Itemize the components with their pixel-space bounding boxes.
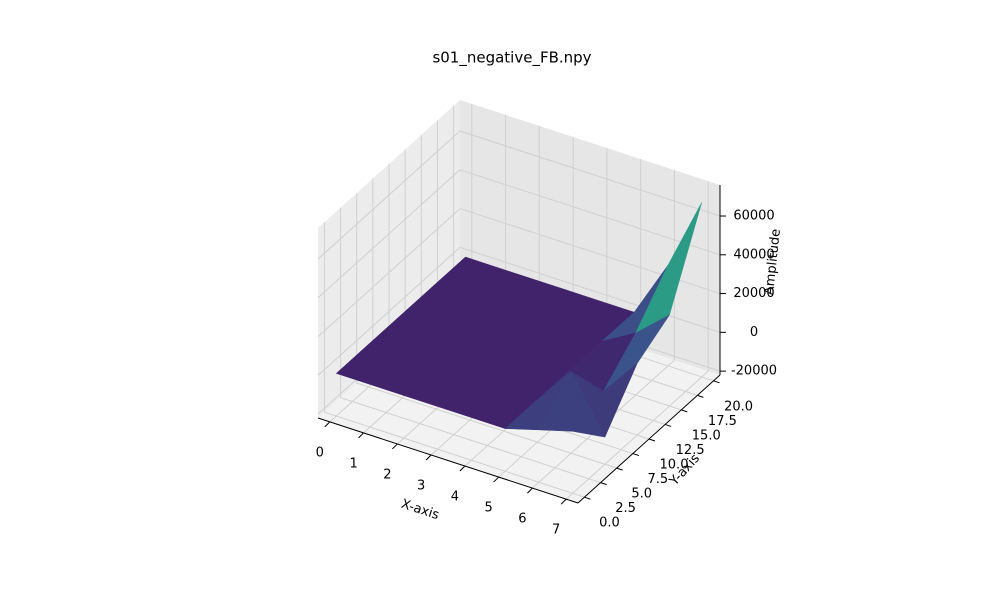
z-tick-label: 0 <box>750 325 758 340</box>
tick-mark <box>697 394 704 398</box>
x-tick-label: 7 <box>552 523 560 538</box>
tick-mark <box>664 423 672 427</box>
grid-line <box>340 397 601 484</box>
y-tick-label: 2.5 <box>615 501 636 516</box>
tick-mark <box>425 454 432 461</box>
x-axis-line <box>317 417 579 504</box>
grid-line <box>317 246 461 376</box>
tick-mark <box>616 467 623 471</box>
grid-line <box>356 382 617 469</box>
y-tick-label: 7.5 <box>648 472 669 487</box>
x-tick-label: 4 <box>451 490 459 505</box>
grid-line <box>459 169 721 256</box>
x-tick-label: 2 <box>383 467 391 482</box>
z-tick-label: 40000 <box>733 247 774 262</box>
tick-mark <box>584 496 591 500</box>
x-tick-label: 6 <box>518 512 526 527</box>
grid-line <box>317 169 461 299</box>
y-tick-label: 10.0 <box>660 458 689 473</box>
x-tick-label: 3 <box>417 478 425 493</box>
tick-mark <box>493 476 500 483</box>
y-axis-line <box>577 374 721 504</box>
z-tick-label: 60000 <box>733 209 774 224</box>
tick-mark <box>560 498 567 505</box>
y-tick-label: 12.5 <box>676 443 705 458</box>
grid-line <box>317 208 461 337</box>
tick-mark <box>527 487 533 494</box>
x-tick-label: 0 <box>316 445 324 460</box>
x-tick-label: 1 <box>349 456 357 471</box>
surface-patch <box>538 371 606 438</box>
tick-mark <box>632 453 640 457</box>
x-tick-label: 5 <box>485 501 493 516</box>
y-tick-label: 17.5 <box>708 414 737 429</box>
tick-mark <box>358 432 364 439</box>
y-tick-label: 5.0 <box>631 487 652 502</box>
tick-mark <box>324 421 331 428</box>
x-axis-label: X-axis <box>399 497 441 523</box>
z-axis-label: Amplitude <box>762 228 784 296</box>
grid-line <box>317 130 461 260</box>
y-tick-label: 15.0 <box>692 428 721 443</box>
y-tick-label: 20.0 <box>724 399 753 414</box>
axes: 0 1 2 3 4 5 6 7 0.02.55.07.510.012.515.017.520.0… <box>316 185 777 538</box>
tick-mark <box>681 409 688 413</box>
chart-title: s01_negative_FB.npy <box>432 49 591 68</box>
y-tick-label: 0.0 <box>599 516 620 531</box>
grid-line <box>324 411 585 498</box>
grid-line <box>459 246 721 333</box>
surface <box>335 202 702 438</box>
tick-mark <box>648 438 656 442</box>
z-tick-label: -20000 <box>731 364 777 379</box>
z-tick-label: 20000 <box>733 286 774 301</box>
tick-mark <box>459 465 466 472</box>
tick-mark <box>391 443 398 450</box>
tick-mark <box>600 482 607 486</box>
grid-line <box>459 130 721 217</box>
tick-mark <box>713 380 720 384</box>
